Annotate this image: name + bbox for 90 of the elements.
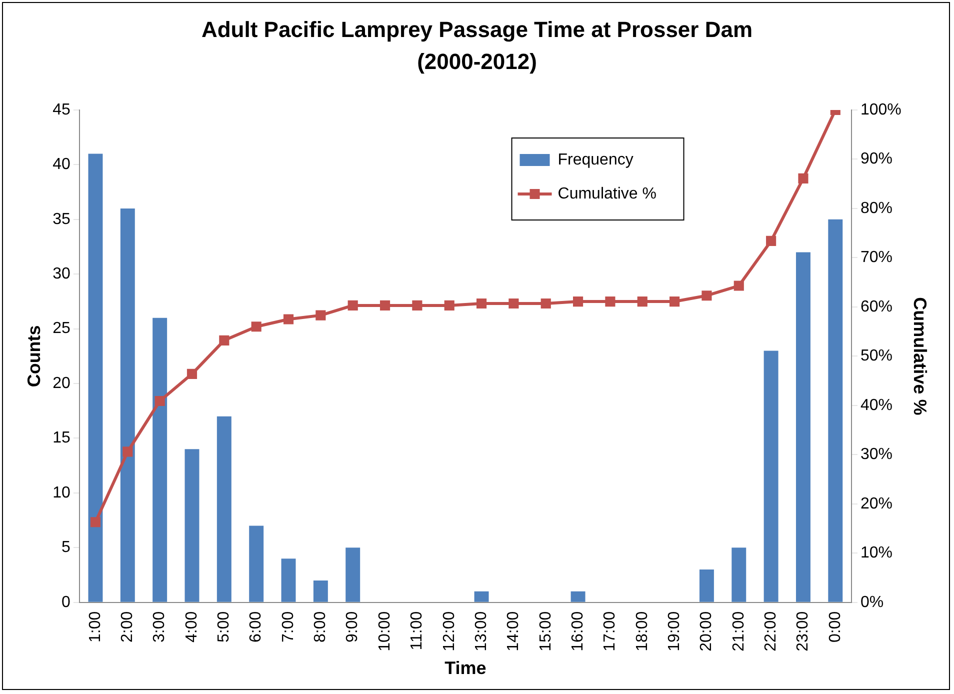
x-tick-label: 18:00 [634,611,651,652]
point [444,300,454,311]
x-tick-label: 15:00 [537,611,554,652]
y-tick-label: 25 [52,320,70,338]
bar [570,591,586,602]
x-tick-label: 7:00 [280,611,297,642]
point [540,298,551,309]
y2-tick-label: 100% [860,101,902,118]
point [219,335,230,346]
y2-tick-label: 60% [860,298,893,316]
x-tick-label: 17:00 [602,611,619,652]
bar [216,416,232,602]
x-tick-label: 21:00 [730,611,748,652]
y-tick-label: 15 [52,430,70,447]
y-tick-label: 20 [52,374,70,392]
point [702,290,712,301]
point [154,396,165,406]
bar [313,580,328,602]
x-tick-label: 5:00 [216,611,233,642]
bar [249,526,264,602]
legend-label: Frequency [558,151,634,168]
x-tick-label: 9:00 [344,611,362,642]
x-tick-label: 22:00 [762,611,780,652]
chart-title: Adult Pacific Lamprey Passage Time at Prosser Dam (2000-2012) [200,16,754,76]
x-tick-label: 16:00 [569,611,586,652]
point [412,300,422,311]
bar [474,591,489,602]
point [798,173,808,184]
bar [88,154,103,602]
point [251,322,262,332]
point [186,368,198,379]
point [572,296,584,307]
point [637,296,648,307]
x-tick-label: 10:00 [376,611,394,652]
bar [120,208,135,602]
x-tick-label: 8:00 [312,611,330,642]
point [283,314,294,324]
y-tick-label: 45 [52,101,70,118]
y2-tick-label: 80% [860,200,893,217]
y-tick-label: 10 [52,484,70,502]
bar [184,449,200,602]
point [122,446,133,457]
x-tick-label: 12:00 [440,611,458,652]
bar [346,548,360,602]
point [508,298,519,309]
x-tick-label: 11:00 [408,611,426,650]
y2-tick-label: 30% [860,446,893,464]
x-tick-label: 23:00 [794,611,812,652]
x-tick-label: 4:00 [183,611,200,642]
point [766,236,776,246]
x-tick-label: 2:00 [119,611,136,642]
y-tick-label: 35 [52,210,70,228]
y2-tick-label: 10% [860,544,893,562]
bar [796,252,810,602]
x-tick-label: 1:00 [86,611,104,642]
point [476,298,487,309]
legend-label: Cumulative % [558,185,656,202]
bar [828,219,843,602]
y-tick-label: 5 [61,539,70,556]
point [734,280,744,291]
x-tick-label: 3:00 [151,611,168,642]
y2-tick-label: 70% [860,249,893,266]
y2-tick-label: 50% [860,348,893,365]
y-axis-title: Counts [24,325,44,388]
y-tick-label: 40 [52,156,70,174]
x-tick-label: 20:00 [698,611,716,652]
point [605,296,616,307]
bar [152,318,168,602]
point [316,310,326,320]
y-tick-label: 0 [61,594,70,611]
y2-tick-label: 20% [860,495,893,512]
x-axis-title: Time [444,658,486,678]
point [90,517,101,528]
bar [281,558,296,602]
y2-tick-label: 0% [860,594,884,611]
y2-tick-label: 90% [860,150,893,168]
point [348,300,358,311]
bar [732,548,746,602]
y2-axis-title: Cumulative % [910,297,930,416]
x-tick-label: 13:00 [472,611,490,652]
bar [699,570,714,602]
point [670,296,680,307]
x-tick-label: 6:00 [248,611,265,642]
y-tick-label: 30 [52,266,70,283]
bar [764,350,778,602]
x-tick-label: 19:00 [666,611,683,652]
point [380,300,390,311]
y2-tick-label: 40% [860,396,893,414]
x-tick-label: 14:00 [505,611,522,652]
x-tick-label: 0:00 [826,611,844,642]
